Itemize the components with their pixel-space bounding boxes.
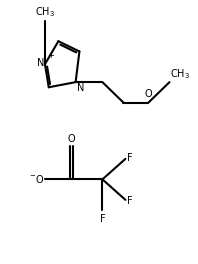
Text: CH$_3$: CH$_3$ bbox=[170, 67, 190, 81]
Text: N: N bbox=[37, 58, 44, 68]
Text: CH$_3$: CH$_3$ bbox=[35, 6, 55, 20]
Text: F: F bbox=[100, 214, 105, 224]
Text: F: F bbox=[127, 196, 133, 206]
Text: +: + bbox=[47, 51, 54, 60]
Text: N: N bbox=[77, 83, 84, 93]
Text: O: O bbox=[145, 89, 152, 99]
Text: $\mathregular{{}^{-}}$O: $\mathregular{{}^{-}}$O bbox=[29, 173, 44, 185]
Text: O: O bbox=[68, 134, 76, 144]
Text: F: F bbox=[127, 153, 133, 163]
